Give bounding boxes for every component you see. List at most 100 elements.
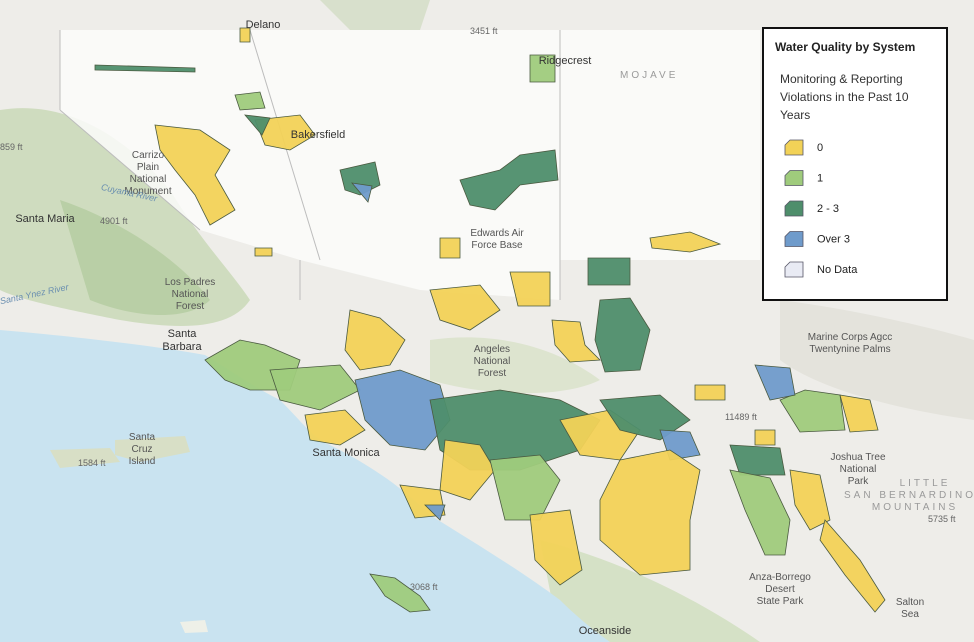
elevation-label: 3068 ft xyxy=(410,582,438,592)
place-label: Edwards Air xyxy=(470,228,524,239)
water-system xyxy=(94,64,196,73)
elevation-label: 4901 ft xyxy=(100,216,128,226)
place-label: Twentynine Palms xyxy=(809,344,890,355)
place-label: Force Base xyxy=(471,240,523,251)
water-system xyxy=(599,449,701,576)
water-system xyxy=(254,247,273,257)
water-system xyxy=(244,114,271,136)
water-system xyxy=(587,257,631,286)
legend-swatch xyxy=(784,200,804,217)
region-label: SAN BERNARDINO xyxy=(844,490,974,501)
elevation-label: 1584 ft xyxy=(78,458,106,468)
water-system xyxy=(789,469,831,531)
terrain xyxy=(540,540,760,642)
legend-subtitle: Monitoring & Reporting xyxy=(780,72,903,86)
legend-swatch xyxy=(784,170,804,186)
water-system xyxy=(649,231,722,253)
place-label: Los Padres xyxy=(165,277,216,288)
place-label: National xyxy=(172,289,209,300)
place-label: Joshua Tree xyxy=(830,452,885,463)
water-system xyxy=(439,439,496,501)
place-label: Ridgecrest xyxy=(539,55,592,67)
legend-label: 2 - 3 xyxy=(817,203,839,215)
place-label: Oceanside xyxy=(579,625,632,637)
elevation-label: 3451 ft xyxy=(470,26,498,36)
place-label: Desert xyxy=(765,584,795,595)
water-system xyxy=(154,124,236,226)
place-label: Island xyxy=(129,456,156,467)
water-system xyxy=(239,27,251,43)
island xyxy=(50,448,120,468)
place-label: Bakersfield xyxy=(291,129,345,141)
legend-label: 0 xyxy=(817,142,823,154)
place-label: Carrizo xyxy=(132,150,165,161)
place-label: National xyxy=(130,174,167,185)
legend-swatch xyxy=(784,231,804,247)
region-label: MOUNTAINS xyxy=(872,502,958,513)
water-system xyxy=(819,519,886,613)
island xyxy=(115,436,190,462)
water-system xyxy=(529,54,556,83)
terrain xyxy=(780,300,974,420)
place-label: Salton xyxy=(896,597,924,608)
legend-label: No Data xyxy=(817,264,858,276)
elevation-label: 859 ft xyxy=(0,142,23,152)
place-label: Anza-Borrego xyxy=(749,572,811,583)
terrain xyxy=(320,0,430,30)
water-system xyxy=(779,389,846,433)
legend-swatch xyxy=(784,139,804,156)
water-system xyxy=(369,573,431,613)
place-label: Santa xyxy=(168,328,198,340)
water-system xyxy=(509,271,551,307)
legend-title: Water Quality by System xyxy=(775,40,915,54)
water-system xyxy=(754,364,796,401)
water-system xyxy=(599,394,691,441)
water-system xyxy=(694,384,726,401)
place-label: National xyxy=(474,356,511,367)
ocean xyxy=(0,330,610,642)
water-system xyxy=(489,454,561,521)
legend-label: Over 3 xyxy=(817,233,850,245)
legend-box xyxy=(762,27,948,301)
place-label: Plain xyxy=(137,162,159,173)
water-system xyxy=(459,149,559,211)
legend-subtitle: Violations in the Past 10 xyxy=(780,90,909,104)
region-label: LITTLE xyxy=(900,478,951,489)
region-label: MOJAVE xyxy=(620,70,678,81)
water-system xyxy=(594,297,651,373)
elevation-label: 11489 ft xyxy=(725,412,757,422)
water-system xyxy=(551,319,601,363)
terrain xyxy=(60,200,210,315)
place-label: Angeles xyxy=(474,344,510,355)
place-label: Marine Corps Agcc xyxy=(808,332,892,343)
legend-swatch xyxy=(784,261,804,278)
water-system xyxy=(529,509,583,586)
water-system xyxy=(254,114,316,151)
place-label: Monument xyxy=(124,186,171,197)
water-system xyxy=(344,309,406,371)
place-label: Forest xyxy=(176,301,205,312)
island xyxy=(180,620,208,633)
legend-label: 1 xyxy=(817,172,823,184)
water-system xyxy=(839,394,879,433)
place-label: Forest xyxy=(478,368,507,379)
desert xyxy=(60,30,760,300)
water-system xyxy=(729,469,791,556)
water-system xyxy=(754,429,776,446)
terrain xyxy=(430,337,600,394)
place-label: Santa xyxy=(129,432,156,443)
water-system xyxy=(304,409,366,446)
terrain xyxy=(0,108,250,326)
place-label: Sea xyxy=(901,609,919,620)
water-system xyxy=(429,284,501,331)
legend-subtitle: Years xyxy=(780,108,810,122)
water-system xyxy=(424,504,446,521)
place-label: Park xyxy=(848,476,870,487)
water-system xyxy=(729,444,786,476)
place-label: Cruz xyxy=(131,444,152,455)
water-system xyxy=(351,182,373,203)
place-label: Barbara xyxy=(162,341,202,353)
place-label: Delano xyxy=(246,19,281,31)
elevation-label: 5735 ft xyxy=(928,514,956,524)
water-system xyxy=(234,91,266,111)
